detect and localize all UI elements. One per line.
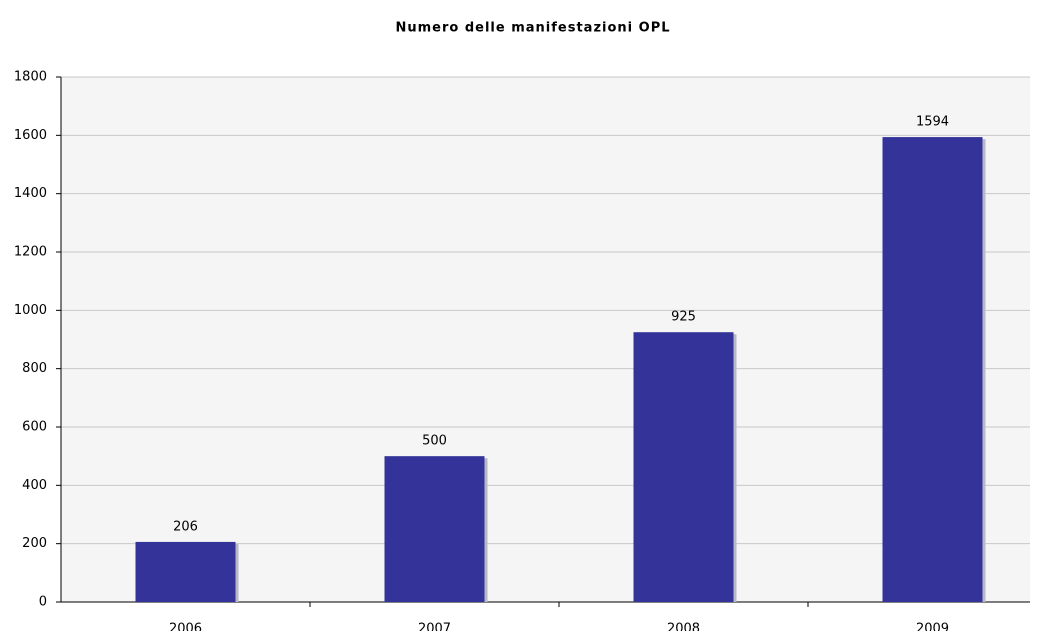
x-tick-label: 2007: [418, 622, 451, 631]
y-tick-label: 1400: [14, 186, 47, 201]
y-tick-label: 400: [22, 478, 47, 493]
x-tick-label: 2006: [169, 622, 202, 631]
bar: [633, 332, 734, 602]
y-tick-label: 800: [22, 361, 47, 376]
bar: [384, 456, 485, 602]
y-tick-label: 600: [22, 420, 47, 435]
bar: [882, 137, 983, 603]
y-tick-label: 1800: [14, 70, 47, 85]
chart-title: Numero delle manifestazioni OPL: [395, 21, 670, 36]
plot-area: [61, 77, 1030, 602]
y-tick-label: 200: [22, 536, 47, 551]
x-tick-label: 2008: [667, 622, 700, 631]
data-label: 1594: [916, 115, 949, 130]
y-tick-label: 1000: [14, 303, 47, 318]
bar: [135, 541, 236, 602]
y-tick-label: 1600: [14, 128, 47, 143]
data-label: 500: [422, 434, 447, 449]
data-label: 206: [173, 519, 198, 534]
data-label: 925: [671, 310, 696, 325]
x-tick-label: 2009: [916, 622, 949, 631]
y-tick-label: 1200: [14, 245, 47, 260]
y-tick-label: 0: [39, 595, 47, 610]
